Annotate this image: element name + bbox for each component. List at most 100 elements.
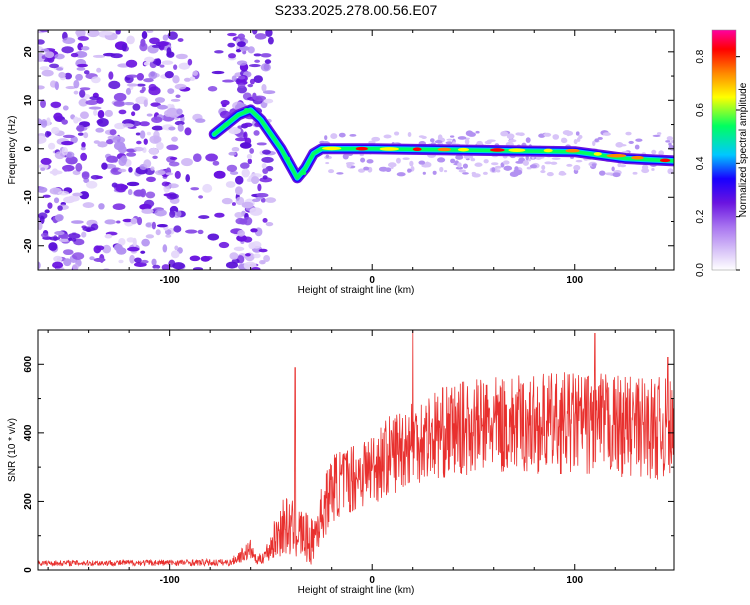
noise-blob: [79, 191, 90, 200]
noise-blob: [91, 76, 101, 84]
noise-blob: [136, 83, 146, 87]
noise-blob: [237, 83, 246, 89]
halo-blob: [625, 131, 632, 136]
x-tick-label: 0: [369, 275, 375, 286]
noise-blob: [222, 79, 235, 83]
halo-blob: [617, 162, 622, 168]
halo-blob: [541, 165, 546, 171]
noise-blob: [235, 196, 245, 206]
noise-blob: [152, 58, 161, 65]
noise-blob: [153, 136, 160, 144]
halo-blob: [464, 138, 470, 145]
noise-blob: [129, 254, 135, 264]
noise-blob: [198, 195, 204, 199]
halo-blob: [628, 140, 634, 144]
snr-frame: [37, 329, 675, 571]
noise-blob: [126, 152, 137, 157]
noise-blob: [262, 149, 271, 155]
noise-blob: [95, 127, 104, 133]
noise-blob: [130, 217, 138, 225]
noise-blob: [161, 181, 170, 187]
halo-blob: [395, 157, 401, 164]
noise-blob: [262, 90, 276, 95]
noise-blob: [148, 71, 158, 80]
noise-blob: [40, 118, 48, 128]
noise-blob: [113, 100, 126, 107]
noise-blob: [207, 86, 218, 92]
noise-blob: [228, 127, 241, 135]
noise-blob: [158, 42, 165, 51]
noise-blob: [177, 38, 184, 42]
halo-blob: [422, 171, 426, 175]
noise-blob: [248, 64, 261, 68]
noise-blob: [175, 53, 188, 60]
noise-blob: [221, 197, 233, 205]
noise-blob: [85, 227, 92, 233]
halo-blob: [656, 132, 662, 135]
noise-blob: [239, 162, 250, 169]
noise-blob: [112, 156, 119, 163]
noise-blob: [80, 152, 88, 162]
noise-blob: [44, 130, 50, 138]
noise-blob: [58, 72, 66, 79]
noise-blob: [90, 223, 99, 231]
noise-blob: [239, 142, 252, 149]
colorbar-tick-label: 0.8: [695, 49, 706, 63]
noise-blob: [126, 35, 135, 45]
noise-blob: [95, 175, 103, 179]
signal-hotspot: [606, 153, 627, 158]
noise-blob: [161, 60, 174, 65]
heatmap-y-axis-label: Frequency (Hz): [7, 116, 18, 185]
noise-blob: [243, 122, 253, 127]
noise-blob: [122, 123, 134, 128]
colorbar-ticks: 0.0 0.2 0.4 0.6 0.8: [695, 49, 740, 277]
noise-blob: [168, 161, 180, 167]
noise-blob: [148, 83, 157, 91]
noise-blob: [258, 248, 268, 253]
noise-blob: [181, 158, 193, 167]
halo-blob: [434, 140, 443, 144]
halo-blob: [457, 162, 462, 168]
noise-blob: [218, 241, 230, 249]
noise-blob: [127, 189, 133, 196]
halo-blob: [544, 161, 553, 165]
noise-blob: [136, 72, 145, 81]
noise-blob: [140, 250, 146, 254]
noise-blob: [112, 136, 126, 144]
x-tick-label: 100: [566, 275, 583, 286]
noise-blob: [185, 174, 191, 183]
noise-blob: [151, 125, 164, 131]
halo-blob: [632, 171, 638, 175]
halo-blob: [514, 166, 519, 171]
halo-blob: [418, 135, 425, 138]
halo-blob: [471, 173, 481, 178]
halo-blob: [445, 141, 454, 145]
noise-blob: [132, 103, 141, 111]
halo-blob: [546, 171, 554, 177]
noise-blob: [97, 117, 109, 127]
noise-blob: [151, 116, 163, 124]
noise-blob: [46, 117, 51, 126]
noise-blob: [127, 246, 140, 252]
noise-blob: [227, 32, 237, 37]
noise-blob: [41, 69, 54, 77]
noise-blob: [93, 257, 106, 263]
colorbar-tick-label: 0.0: [695, 263, 706, 277]
signal-hotspot: [437, 147, 451, 152]
noise-blob: [53, 112, 63, 121]
halo-blob: [543, 132, 552, 137]
halo-blob: [338, 132, 346, 138]
noise-blob: [39, 215, 45, 225]
snr-x-axis-label: Height of straight line (km): [298, 585, 415, 596]
noise-blob: [161, 264, 171, 270]
halo-blob: [611, 166, 615, 172]
noise-blob: [183, 77, 191, 82]
halo-blob: [566, 163, 573, 167]
y-tick-label: -20: [23, 238, 34, 253]
halo-blob: [494, 165, 502, 169]
noise-blob: [53, 255, 63, 263]
halo-blob: [652, 134, 661, 138]
noise-blob: [168, 126, 176, 131]
noise-blob: [76, 63, 88, 68]
noise-blob: [214, 50, 224, 54]
